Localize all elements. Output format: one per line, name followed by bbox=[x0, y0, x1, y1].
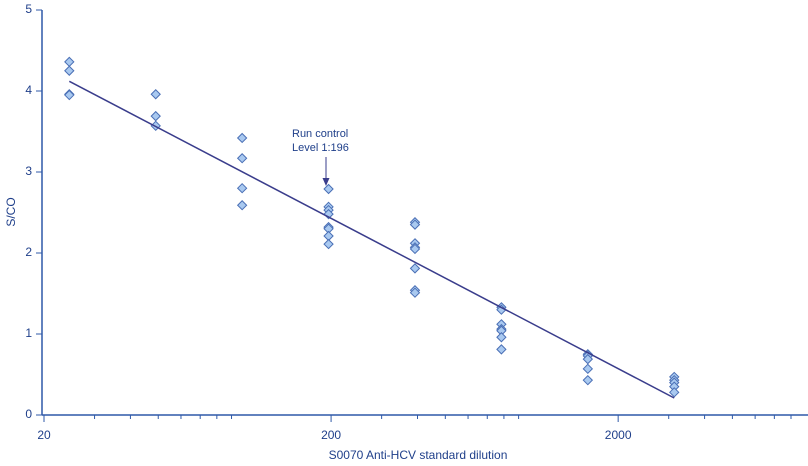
data-point bbox=[236, 153, 248, 164]
x-tick-label: 2000 bbox=[605, 428, 632, 442]
annotation-arrowhead bbox=[322, 178, 330, 186]
data-point bbox=[64, 56, 75, 68]
data-point bbox=[64, 65, 75, 76]
data-point bbox=[409, 243, 421, 255]
x-axis-title: S0070 Anti-HCV standard dilution bbox=[329, 448, 508, 462]
data-point bbox=[236, 132, 248, 144]
annotation-line: Level 1:196 bbox=[292, 142, 349, 154]
data-point bbox=[323, 238, 334, 250]
trend-line bbox=[68, 80, 675, 399]
y-tick-label: 0 bbox=[25, 407, 32, 421]
data-point bbox=[323, 183, 334, 195]
x-tick-label: 20 bbox=[37, 428, 51, 442]
data-point bbox=[496, 304, 507, 315]
data-point bbox=[582, 363, 594, 375]
y-tick-label: 2 bbox=[25, 245, 32, 259]
data-point bbox=[150, 110, 161, 122]
data-point bbox=[64, 89, 75, 101]
y-axis-title: S/CO bbox=[4, 197, 18, 226]
data-point bbox=[409, 287, 421, 298]
y-tick-label: 4 bbox=[25, 83, 32, 97]
data-point bbox=[323, 208, 334, 220]
data-point bbox=[669, 387, 680, 398]
data-point bbox=[409, 219, 421, 230]
y-tick-label: 3 bbox=[25, 164, 32, 178]
data-point bbox=[582, 374, 594, 386]
data-point bbox=[496, 332, 507, 343]
annotation-line: Run control bbox=[292, 128, 348, 140]
data-point bbox=[582, 353, 594, 365]
data-point bbox=[150, 89, 161, 100]
data-point bbox=[496, 344, 507, 355]
data-point bbox=[409, 263, 421, 274]
x-tick-label: 200 bbox=[321, 428, 341, 442]
y-tick-label: 1 bbox=[25, 326, 32, 340]
y-tick-label: 5 bbox=[25, 2, 32, 16]
data-point bbox=[236, 200, 248, 211]
data-point bbox=[236, 182, 248, 194]
